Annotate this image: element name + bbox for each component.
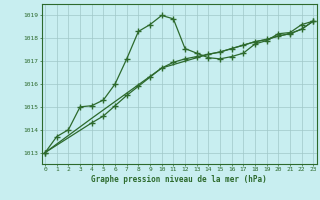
X-axis label: Graphe pression niveau de la mer (hPa): Graphe pression niveau de la mer (hPa)	[91, 175, 267, 184]
